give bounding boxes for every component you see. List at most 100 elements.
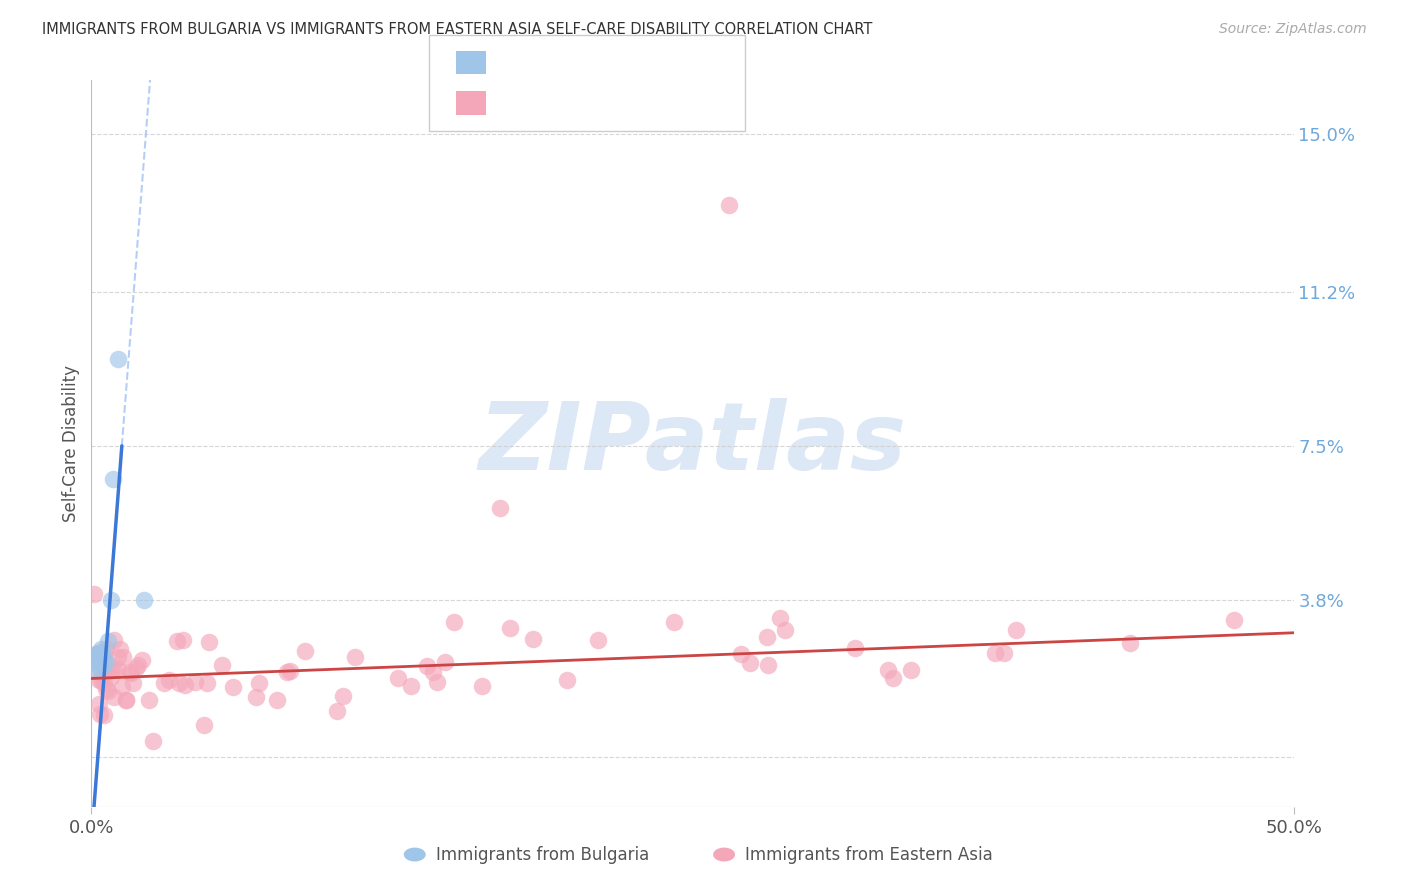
Y-axis label: Self-Care Disability: Self-Care Disability bbox=[62, 365, 80, 523]
Point bbox=[717, 198, 740, 212]
Point bbox=[127, 658, 149, 673]
Point bbox=[769, 610, 792, 624]
Point bbox=[433, 656, 456, 670]
Text: Immigrants from Eastern Asia: Immigrants from Eastern Asia bbox=[745, 846, 993, 863]
Point bbox=[87, 659, 110, 673]
Point bbox=[93, 676, 115, 690]
Point bbox=[89, 645, 111, 659]
Point bbox=[211, 658, 233, 673]
Point bbox=[730, 647, 752, 661]
Point bbox=[114, 692, 136, 706]
Text: Source: ZipAtlas.com: Source: ZipAtlas.com bbox=[1219, 22, 1367, 37]
Point bbox=[83, 587, 105, 601]
Point bbox=[87, 650, 110, 665]
Point bbox=[124, 661, 146, 675]
Point bbox=[100, 670, 122, 684]
Point bbox=[94, 655, 117, 669]
Point bbox=[84, 650, 107, 665]
Text: N =: N = bbox=[617, 94, 657, 112]
Point bbox=[172, 632, 194, 647]
Point bbox=[738, 656, 761, 670]
Point bbox=[555, 673, 578, 688]
Point bbox=[294, 644, 316, 658]
Text: R =: R = bbox=[501, 94, 538, 112]
Point bbox=[756, 630, 779, 644]
Point bbox=[107, 649, 129, 664]
Point bbox=[489, 501, 512, 516]
Point bbox=[94, 681, 117, 696]
Point bbox=[900, 663, 922, 677]
Point bbox=[1005, 623, 1028, 637]
Point bbox=[586, 632, 609, 647]
Point bbox=[134, 592, 156, 607]
Point bbox=[443, 615, 465, 629]
Text: Immigrants from Bulgaria: Immigrants from Bulgaria bbox=[436, 846, 650, 863]
Point bbox=[90, 673, 112, 687]
Text: 0.263: 0.263 bbox=[540, 94, 595, 112]
Text: IMMIGRANTS FROM BULGARIA VS IMMIGRANTS FROM EASTERN ASIA SELF-CARE DISABILITY CO: IMMIGRANTS FROM BULGARIA VS IMMIGRANTS F… bbox=[42, 22, 873, 37]
Point bbox=[426, 674, 449, 689]
Point bbox=[98, 658, 121, 673]
Point bbox=[662, 615, 685, 629]
Point bbox=[93, 659, 115, 673]
Point bbox=[131, 653, 153, 667]
Point bbox=[87, 647, 110, 661]
Text: 18: 18 bbox=[655, 54, 679, 72]
Point bbox=[120, 665, 142, 679]
Point bbox=[93, 648, 115, 663]
Point bbox=[332, 689, 354, 703]
Point bbox=[775, 624, 797, 638]
Point bbox=[138, 693, 160, 707]
Point bbox=[278, 664, 301, 678]
Point bbox=[993, 647, 1015, 661]
Point bbox=[247, 675, 270, 690]
Point bbox=[325, 704, 347, 718]
Point bbox=[222, 681, 245, 695]
Point bbox=[174, 678, 197, 692]
Point bbox=[193, 717, 215, 731]
Text: ZIPatlas: ZIPatlas bbox=[478, 398, 907, 490]
Point bbox=[266, 693, 288, 707]
Text: N =: N = bbox=[617, 54, 657, 72]
Point bbox=[120, 665, 142, 680]
Point bbox=[387, 671, 409, 685]
Point bbox=[344, 649, 367, 664]
Point bbox=[984, 646, 1007, 660]
Point bbox=[399, 679, 422, 693]
Point bbox=[103, 663, 125, 677]
Point bbox=[97, 634, 120, 648]
Text: 0.771: 0.771 bbox=[540, 54, 595, 72]
Point bbox=[1223, 613, 1246, 627]
Text: R =: R = bbox=[501, 54, 538, 72]
Point bbox=[882, 672, 904, 686]
Point bbox=[101, 472, 124, 486]
Point bbox=[142, 733, 165, 747]
Point bbox=[90, 650, 112, 665]
Point bbox=[197, 635, 219, 649]
Point bbox=[111, 680, 134, 694]
Point bbox=[87, 653, 110, 667]
Point bbox=[103, 690, 125, 705]
Point bbox=[276, 665, 298, 679]
Point bbox=[107, 662, 129, 676]
Point bbox=[87, 673, 110, 687]
Point bbox=[877, 663, 900, 677]
Point bbox=[844, 640, 866, 655]
Point bbox=[84, 647, 107, 661]
Point bbox=[153, 676, 176, 690]
Point bbox=[245, 690, 267, 704]
Point bbox=[498, 621, 520, 635]
Point bbox=[110, 641, 132, 656]
Point bbox=[100, 663, 122, 677]
Point bbox=[522, 632, 544, 646]
Point bbox=[87, 697, 110, 711]
Point bbox=[93, 647, 115, 661]
Point bbox=[166, 634, 188, 648]
Point bbox=[89, 706, 111, 721]
Point bbox=[87, 647, 110, 661]
Point bbox=[84, 655, 107, 669]
Point bbox=[89, 665, 111, 679]
Point bbox=[195, 676, 218, 690]
Point bbox=[103, 633, 125, 648]
Point bbox=[97, 684, 120, 698]
